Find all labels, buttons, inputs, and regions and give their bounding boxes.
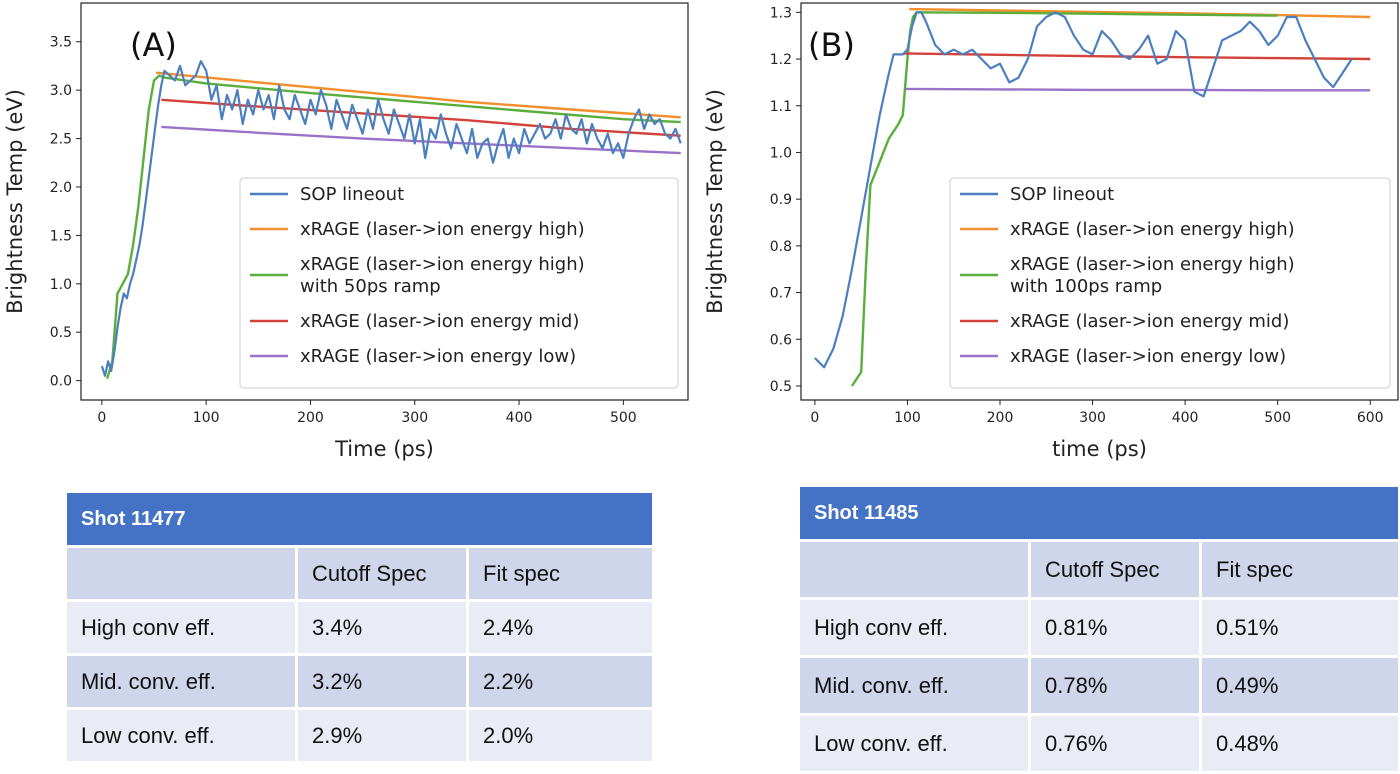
y-tick-label: 1.5 xyxy=(50,228,72,244)
header-cell: Fit spec xyxy=(466,545,655,602)
cell-value: 3.2% xyxy=(295,653,469,710)
y-tick-label: 0.9 xyxy=(770,192,792,208)
series-line xyxy=(850,11,1278,387)
chart-b: 0 100 200 300 400 500 600 0.5 0.6 0.7 0.8 0.9 1.0 1.1… xyxy=(703,2,1399,461)
y-tick-label: 0.8 xyxy=(770,239,792,255)
cell-value: 0.48% xyxy=(1199,713,1400,774)
cell-value: 0.51% xyxy=(1199,597,1400,658)
cell-value: 2.0% xyxy=(466,707,655,764)
table-title: Shot 11477 xyxy=(64,490,655,548)
row-label: Low conv. eff. xyxy=(797,713,1031,774)
panel-label: (A) xyxy=(130,26,177,64)
header-cell: Cutoff Spec xyxy=(1028,539,1202,600)
legend-label: xRAGE (laser->ion energy high) xyxy=(300,254,585,275)
legend-box xyxy=(239,177,679,389)
y-tick-label: 0.0 xyxy=(50,374,72,390)
cell-value: 2.4% xyxy=(466,599,655,656)
series-line xyxy=(100,59,682,377)
table-shot-11485: Shot 11485 Cutoff Spec Fit spec High con… xyxy=(797,484,1400,774)
y-tick-label: 1.2 xyxy=(770,52,792,68)
x-tick-label: 200 xyxy=(297,410,324,426)
row-label: Low conv. eff. xyxy=(64,707,298,764)
table-row: Mid. conv. eff. 0.78% 0.49% xyxy=(797,655,1400,716)
table-row: Low conv. eff. 2.9% 2.0% xyxy=(64,707,655,764)
x-tick-label: 400 xyxy=(506,410,533,426)
legend-box xyxy=(949,177,1391,389)
legend-label: SOP lineout xyxy=(1010,184,1114,205)
y-tick-label: 0.5 xyxy=(770,379,792,395)
x-tick-label: 200 xyxy=(987,410,1014,426)
cell-value: 2.9% xyxy=(295,707,469,764)
table-row: High conv eff. 3.4% 2.4% xyxy=(64,599,655,656)
y-tick-label: 3.5 xyxy=(50,35,72,51)
panel-label: (B) xyxy=(808,26,855,64)
table-row: High conv eff. 0.81% 0.51% xyxy=(797,597,1400,658)
x-tick-label: 300 xyxy=(1079,410,1106,426)
cell-value: 2.2% xyxy=(466,653,655,710)
legend-label: xRAGE (laser->ion energy low) xyxy=(1010,346,1286,367)
y-tick-label: 1.0 xyxy=(50,277,72,293)
legend-label: with 100ps ramp xyxy=(1010,276,1162,297)
table-row: Low conv. eff. 0.76% 0.48% xyxy=(797,713,1400,774)
row-label: Mid. conv. eff. xyxy=(64,653,298,710)
y-tick-label: 1.1 xyxy=(770,99,792,115)
series-line xyxy=(909,7,1371,19)
row-label: High conv eff. xyxy=(797,597,1031,658)
table-title: Shot 11485 xyxy=(797,484,1400,542)
legend-label: xRAGE (laser->ion energy high) xyxy=(1010,219,1295,240)
y-tick-label: 2.5 xyxy=(50,132,72,148)
table-shot-11477: Shot 11477 Cutoff Spec Fit spec High con… xyxy=(64,490,655,764)
x-tick-label: 0 xyxy=(97,410,106,426)
y-axis-label: Brightness Temp (eV) xyxy=(703,89,727,314)
legend-label: xRAGE (laser->ion energy low) xyxy=(300,346,576,367)
y-tick-label: 0.6 xyxy=(770,332,792,348)
legend-label: xRAGE (laser->ion energy high) xyxy=(300,219,585,240)
series-line xyxy=(905,87,1371,92)
row-label: Mid. conv. eff. xyxy=(797,655,1031,716)
y-tick-label: 1.3 xyxy=(770,5,792,21)
series-line xyxy=(903,52,1371,61)
cell-value: 0.49% xyxy=(1199,655,1400,716)
x-tick-label: 500 xyxy=(610,410,637,426)
x-axis-label: time (ps) xyxy=(1052,437,1147,461)
y-axis-label: Brightness Temp (eV) xyxy=(3,89,27,314)
legend-label: SOP lineout xyxy=(300,184,404,205)
row-label: High conv eff. xyxy=(64,599,298,656)
x-tick-label: 300 xyxy=(401,410,428,426)
header-cell: Cutoff Spec xyxy=(295,545,469,602)
y-tick-label: 2.0 xyxy=(50,180,72,196)
y-tick-label: 0.7 xyxy=(770,286,792,302)
header-cell: Fit spec xyxy=(1199,539,1400,600)
x-tick-label: 600 xyxy=(1357,410,1384,426)
cell-value: 0.81% xyxy=(1028,597,1202,658)
legend-label: with 50ps ramp xyxy=(300,276,441,297)
table-header-row: Cutoff Spec Fit spec xyxy=(64,545,655,602)
header-cell xyxy=(797,539,1031,600)
series-line xyxy=(814,11,1353,369)
cell-value: 0.76% xyxy=(1028,713,1202,774)
cell-value: 0.78% xyxy=(1028,655,1202,716)
legend-label: xRAGE (laser->ion energy mid) xyxy=(300,311,579,332)
header-cell xyxy=(64,545,298,602)
chart-a: 0 100 200 300 400 500 0.0 0.5 1.0 1.5 2.0 2.5 3.0 3.5… xyxy=(3,2,689,461)
series-line xyxy=(155,71,681,119)
legend-label: xRAGE (laser->ion energy high) xyxy=(1010,254,1295,275)
y-tick-label: 3.0 xyxy=(50,83,72,99)
x-tick-label: 100 xyxy=(193,410,220,426)
x-tick-label: 500 xyxy=(1264,410,1291,426)
legend-label: xRAGE (laser->ion energy mid) xyxy=(1010,311,1289,332)
series-line xyxy=(105,74,681,380)
cell-value: 3.4% xyxy=(295,599,469,656)
x-tick-label: 400 xyxy=(1172,410,1199,426)
y-tick-label: 1.0 xyxy=(770,145,792,161)
x-tick-label: 100 xyxy=(894,410,921,426)
x-axis-label: Time (ps) xyxy=(334,437,434,461)
x-tick-label: 0 xyxy=(810,410,819,426)
table-header-row: Cutoff Spec Fit spec xyxy=(797,539,1400,600)
table-row: Mid. conv. eff. 3.2% 2.2% xyxy=(64,653,655,710)
y-tick-label: 0.5 xyxy=(50,325,72,341)
